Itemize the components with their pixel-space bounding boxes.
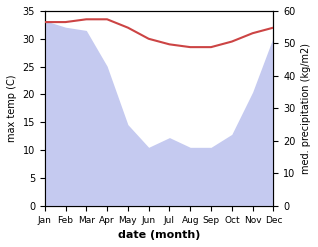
Y-axis label: max temp (C): max temp (C) xyxy=(7,75,17,142)
Y-axis label: med. precipitation (kg/m2): med. precipitation (kg/m2) xyxy=(301,43,311,174)
X-axis label: date (month): date (month) xyxy=(118,230,200,240)
